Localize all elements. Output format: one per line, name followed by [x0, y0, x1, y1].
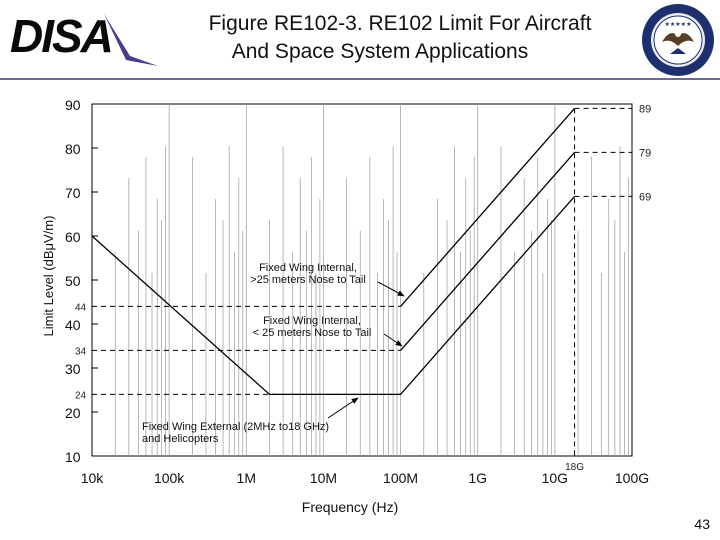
- x-axis-label: Frequency (Hz): [302, 499, 398, 515]
- annotation-text: >25 meters Nose to Tail: [250, 274, 366, 286]
- annotation-text: Fixed Wing Internal,: [263, 315, 361, 327]
- annotation-arrow: [327, 397, 359, 419]
- end-level-label: 79: [639, 147, 651, 159]
- y-tick-label: 20: [65, 405, 81, 421]
- x-tick-label: 100k: [154, 470, 185, 486]
- title-line-2: And Space System Applications: [231, 40, 529, 63]
- header-rule: [0, 78, 720, 80]
- y-tick-label: 30: [65, 361, 81, 377]
- end-level-label: 89: [639, 103, 651, 115]
- page-title: Figure RE102-3. RE102 Limit For Aircraft…: [160, 10, 640, 66]
- x-tick-label: 100M: [383, 470, 418, 486]
- annotation-text: and Helicopters: [142, 433, 219, 445]
- annotation-text: < 25 meters Nose to Tail: [253, 327, 372, 339]
- disa-logo: DISA: [10, 10, 158, 66]
- series-line-0: [91, 195, 576, 396]
- cutoff-label: 18G: [565, 462, 584, 473]
- y-tick-label: 70: [65, 185, 81, 201]
- series-line-1: [400, 151, 576, 351]
- series-line-2: [400, 107, 576, 307]
- page-number: 43: [694, 516, 710, 532]
- x-tick-label: 10M: [310, 470, 337, 486]
- x-tick-label: 1G: [468, 470, 487, 486]
- disa-logo-text: DISA: [10, 10, 112, 62]
- y-tick-label: 50: [65, 273, 81, 289]
- agency-seal-icon: ★★★★★: [642, 4, 714, 76]
- x-tick-label: 100G: [615, 470, 649, 486]
- annotation-text: Fixed Wing External (2MHz to18 GHz): [142, 421, 329, 433]
- reference-label: 44: [75, 302, 87, 313]
- annotation-text: Fixed Wing Internal,: [259, 262, 357, 274]
- x-tick-label: 1M: [237, 470, 256, 486]
- y-axis-label: Limit Level (dBμV/m): [41, 216, 56, 337]
- x-tick-label: 10G: [542, 470, 568, 486]
- title-line-1: Figure RE102-3. RE102 Limit For Aircraft: [208, 12, 592, 35]
- y-tick-label: 90: [65, 97, 81, 113]
- y-tick-label: 80: [65, 141, 81, 157]
- y-tick-label: 10: [65, 449, 81, 465]
- reference-label: 34: [75, 346, 87, 357]
- annotation-arrow: [383, 333, 403, 347]
- end-level-label: 69: [639, 191, 651, 203]
- reference-label: 24: [75, 390, 87, 401]
- y-tick-label: 60: [65, 229, 81, 245]
- svg-text:★★★★★: ★★★★★: [665, 21, 692, 28]
- annotation-arrow: [377, 281, 405, 297]
- y-tick-label: 40: [65, 317, 81, 333]
- x-tick-label: 10k: [81, 470, 105, 486]
